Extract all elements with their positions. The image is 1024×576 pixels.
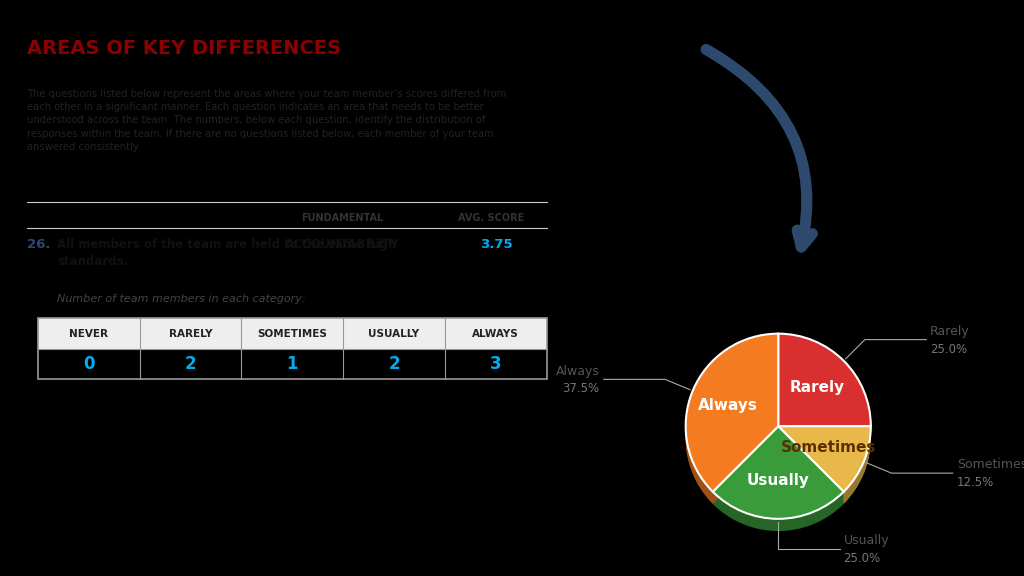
Text: NEVER: NEVER — [70, 329, 109, 339]
FancyArrowPatch shape — [707, 50, 812, 247]
Wedge shape — [686, 336, 778, 494]
Text: Always: Always — [698, 398, 758, 413]
Text: AVG. SCORE: AVG. SCORE — [458, 213, 524, 223]
Wedge shape — [778, 434, 870, 499]
Text: Sometimes: Sometimes — [956, 458, 1024, 472]
Wedge shape — [713, 436, 844, 529]
Wedge shape — [713, 437, 844, 530]
Text: Usually: Usually — [746, 473, 810, 488]
Wedge shape — [713, 434, 844, 526]
Wedge shape — [778, 334, 870, 426]
Wedge shape — [778, 430, 870, 495]
Text: SOMETIMES: SOMETIMES — [257, 329, 328, 339]
Wedge shape — [778, 341, 870, 434]
Text: 25.0%: 25.0% — [844, 552, 881, 565]
Wedge shape — [686, 335, 778, 493]
Text: All members of the team are held to the same high
standards.: All members of the team are held to the … — [57, 238, 396, 268]
Wedge shape — [778, 340, 870, 433]
Wedge shape — [778, 426, 870, 492]
Wedge shape — [778, 339, 870, 431]
Wedge shape — [778, 335, 870, 427]
Wedge shape — [686, 334, 778, 492]
Text: Number of team members in each category:: Number of team members in each category: — [57, 294, 306, 304]
Wedge shape — [778, 433, 870, 498]
Text: 2: 2 — [388, 355, 399, 373]
Wedge shape — [686, 346, 778, 504]
Text: 26.: 26. — [27, 238, 50, 251]
Wedge shape — [778, 338, 870, 430]
Wedge shape — [778, 436, 870, 502]
Wedge shape — [713, 430, 844, 522]
Wedge shape — [713, 438, 844, 531]
Wedge shape — [713, 426, 844, 519]
Wedge shape — [778, 427, 870, 493]
Text: Rarely: Rarely — [790, 380, 845, 395]
Wedge shape — [778, 437, 870, 503]
Wedge shape — [686, 340, 778, 498]
Text: 2: 2 — [184, 355, 197, 373]
Text: Always: Always — [556, 365, 600, 378]
Wedge shape — [778, 431, 870, 497]
Text: Usually: Usually — [844, 534, 889, 547]
Text: 37.5%: 37.5% — [562, 382, 600, 395]
Wedge shape — [713, 431, 844, 524]
Text: ACCOUNTABILITY: ACCOUNTABILITY — [285, 238, 399, 251]
Wedge shape — [686, 341, 778, 499]
Wedge shape — [778, 343, 870, 436]
Text: Sometimes: Sometimes — [781, 439, 877, 454]
Text: 1: 1 — [287, 355, 298, 373]
Wedge shape — [713, 435, 844, 528]
Wedge shape — [778, 346, 870, 438]
Wedge shape — [686, 344, 778, 503]
Wedge shape — [686, 343, 778, 502]
Text: RARELY: RARELY — [169, 329, 212, 339]
Text: 0: 0 — [83, 355, 94, 373]
Wedge shape — [778, 344, 870, 437]
Text: 25.0%: 25.0% — [930, 343, 968, 355]
Wedge shape — [713, 429, 844, 521]
Wedge shape — [778, 336, 870, 429]
Wedge shape — [778, 438, 870, 504]
Text: 12.5%: 12.5% — [956, 476, 994, 489]
Text: AREAS OF KEY DIFFERENCES: AREAS OF KEY DIFFERENCES — [27, 39, 341, 58]
Wedge shape — [686, 338, 778, 495]
Text: Rarely: Rarely — [930, 325, 970, 338]
Text: USUALLY: USUALLY — [369, 329, 420, 339]
Wedge shape — [778, 342, 870, 435]
Text: 3.75: 3.75 — [480, 238, 513, 251]
Text: FUNDAMENTAL: FUNDAMENTAL — [301, 213, 383, 223]
Wedge shape — [713, 433, 844, 525]
Wedge shape — [686, 342, 778, 501]
Wedge shape — [778, 429, 870, 494]
Wedge shape — [686, 339, 778, 497]
Text: ALWAYS: ALWAYS — [472, 329, 519, 339]
Text: The questions listed below represent the areas where your team member’s scores d: The questions listed below represent the… — [27, 89, 506, 151]
Wedge shape — [778, 435, 870, 501]
Wedge shape — [713, 427, 844, 520]
Bar — [38, 319, 547, 379]
Text: 3: 3 — [489, 355, 502, 373]
Bar — [38, 319, 547, 349]
